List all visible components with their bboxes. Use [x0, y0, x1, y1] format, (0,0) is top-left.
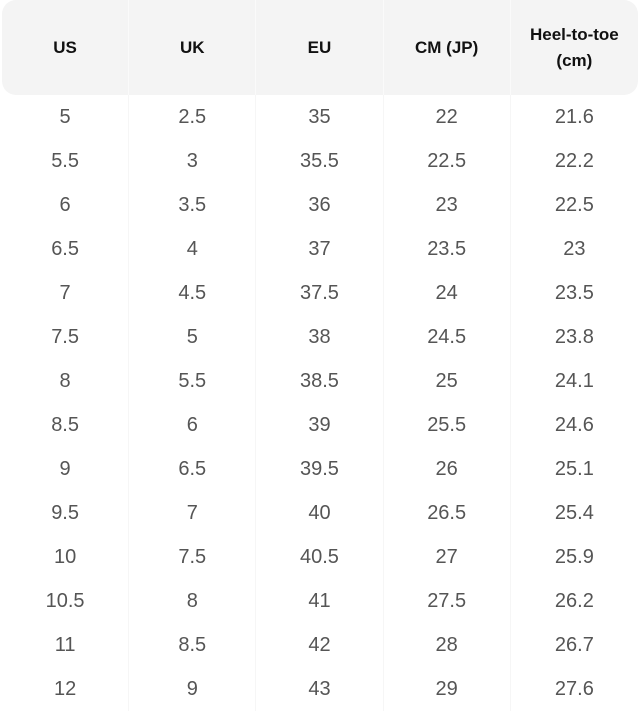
table-row: 6.5 4 37 23.5 23: [2, 227, 638, 271]
table-cell: 23.5: [384, 227, 511, 271]
table-cell: 9.5: [2, 491, 130, 535]
table-cell: 36: [256, 183, 384, 227]
table-cell: 9: [2, 447, 130, 491]
table-row: 11 8.5 42 28 26.7: [2, 623, 638, 667]
table-row: 10 7.5 40.5 27 25.9: [2, 535, 638, 579]
header-cell: EU: [256, 0, 384, 95]
table-cell: 9: [129, 667, 257, 711]
table-cell: 11: [2, 623, 130, 667]
table-row: 10.5 8 41 27.5 26.2: [2, 579, 638, 623]
table-cell: 26: [384, 447, 511, 491]
table-cell: 27.6: [554, 677, 594, 700]
table-cell: 5: [2, 95, 130, 139]
table-cell: 7.5: [129, 535, 257, 579]
table-cell: 26.7: [554, 633, 594, 656]
table-cell: 25.4: [554, 501, 594, 524]
table-cell: 5.5: [2, 139, 130, 183]
header-row: US UK EU CM (JP) Heel-to-toe (cm): [2, 0, 638, 95]
table-cell: 27.5: [384, 579, 511, 623]
table-cell: 39: [256, 403, 384, 447]
table-cell: 24.6: [554, 413, 594, 436]
table-cell: 23: [384, 183, 511, 227]
table-cell: 23: [563, 237, 586, 260]
table-cell: 22.5: [384, 139, 511, 183]
table-cell: 40: [256, 491, 384, 535]
table-body: 5 2.5 35 22 21.6 5.5 3 35.5 22.5 22.2 6 3.5 36 23 22.5…: [2, 95, 638, 711]
table-cell: 7: [129, 491, 257, 535]
table-cell: 6: [129, 403, 257, 447]
table-row: 7 4.5 37.5 24 23.5: [2, 271, 638, 315]
table-cell: 25.5: [384, 403, 511, 447]
table-cell: 42: [256, 623, 384, 667]
table-cell: 22.5: [554, 193, 594, 216]
table-cell: 23.8: [554, 325, 594, 348]
table-cell: 4: [129, 227, 257, 271]
table-cell: 8: [2, 359, 130, 403]
table-cell: 37: [256, 227, 384, 271]
table-row: 5.5 3 35.5 22.5 22.2: [2, 139, 638, 183]
table-cell: 4.5: [129, 271, 257, 315]
table-cell: 21.6: [554, 105, 594, 128]
table-cell: 41: [256, 579, 384, 623]
table-cell: 35: [256, 95, 384, 139]
header-cell: US: [2, 0, 130, 95]
table-cell: 27: [384, 535, 511, 579]
table-row: 9.5 7 40 26.5 25.4: [2, 491, 638, 535]
table-cell: 24: [384, 271, 511, 315]
table-cell: 10: [2, 535, 130, 579]
table-cell: 3: [129, 139, 257, 183]
table-row: 8.5 6 39 25.5 24.6: [2, 403, 638, 447]
table-row: 6 3.5 36 23 22.5: [2, 183, 638, 227]
table-cell: 10.5: [2, 579, 130, 623]
table-cell: 8.5: [2, 403, 130, 447]
table-row: 9 6.5 39.5 26 25.1: [2, 447, 638, 491]
table-cell: 7.5: [2, 315, 130, 359]
table-cell: 29: [384, 667, 511, 711]
table-cell: 43: [256, 667, 384, 711]
table-cell: 25.9: [554, 545, 594, 568]
table-row: 5 2.5 35 22 21.6: [2, 95, 638, 139]
table-cell: 7: [2, 271, 130, 315]
table-cell: 25.1: [554, 457, 594, 480]
table-row: 8 5.5 38.5 25 24.1: [2, 359, 638, 403]
table-cell: 35.5: [256, 139, 384, 183]
table-cell: 38.5: [256, 359, 384, 403]
table-cell: 8: [129, 579, 257, 623]
table-cell: 3.5: [129, 183, 257, 227]
table-cell: 40.5: [256, 535, 384, 579]
table-cell: 22.2: [554, 149, 594, 172]
table-cell: 2.5: [129, 95, 257, 139]
table-cell: 6: [2, 183, 130, 227]
table-cell: 23.5: [554, 281, 594, 304]
table-cell: 6.5: [2, 227, 130, 271]
table-header: US UK EU CM (JP) Heel-to-toe (cm): [2, 0, 638, 95]
table-row: 7.5 5 38 24.5 23.8: [2, 315, 638, 359]
table-cell: 38: [256, 315, 384, 359]
header-cell: CM (JP): [383, 0, 511, 95]
header-cell: UK: [129, 0, 257, 95]
table-cell: 5.5: [129, 359, 257, 403]
table-row: 12 9 43 29 27.6: [2, 667, 638, 711]
table-cell: 24.1: [554, 369, 594, 392]
table-cell: 37.5: [256, 271, 384, 315]
table-cell: 26.5: [384, 491, 511, 535]
table-cell: 39.5: [256, 447, 384, 491]
table-cell: 26.2: [554, 589, 594, 612]
header-cell: Heel-to-toe (cm): [510, 0, 638, 95]
table-cell: 24.5: [384, 315, 511, 359]
table-cell: 28: [384, 623, 511, 667]
table-cell: 25: [384, 359, 511, 403]
table-cell: 6.5: [129, 447, 257, 491]
table-cell: 12: [2, 667, 130, 711]
table-cell: 5: [129, 315, 257, 359]
table-cell: 8.5: [129, 623, 257, 667]
table-cell: 22: [384, 95, 511, 139]
